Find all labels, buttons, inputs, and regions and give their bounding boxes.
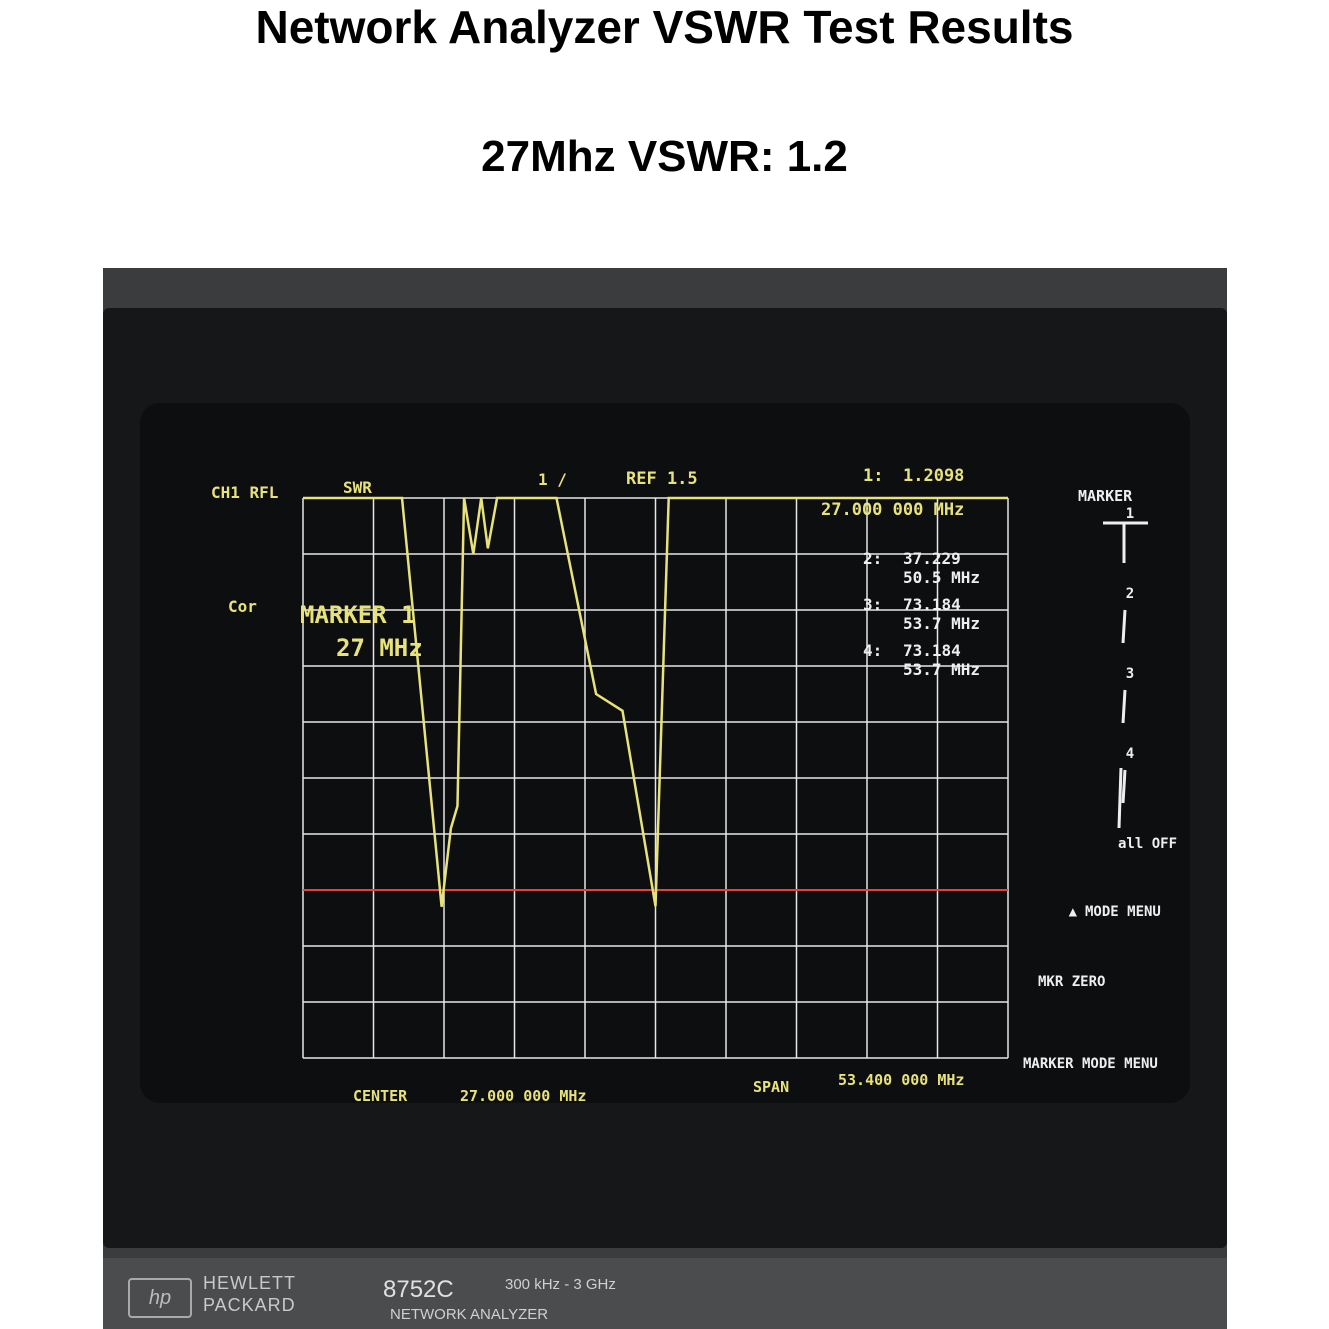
kind-label: NETWORK ANALYZER	[390, 1306, 549, 1323]
cor-label: Cor	[228, 597, 257, 616]
marker-value: 73.184	[903, 595, 961, 614]
softkey-marker-2[interactable]: 2	[1126, 586, 1134, 602]
marker-id: 4:	[863, 641, 882, 660]
softkey-mkr-zero[interactable]: MKR ZERO	[1038, 974, 1105, 990]
softkey-mode-menu[interactable]: MODE MENU	[1085, 904, 1161, 920]
center-value: 27.000 000 MHz	[460, 1087, 586, 1105]
format-label: SWR	[343, 478, 372, 497]
active-marker-freq: 27.000 000 MHz	[821, 500, 964, 520]
marker-freq: 53.7 MHz	[903, 660, 980, 679]
swr-trace	[303, 496, 1008, 907]
brand-label: HEWLETT PACKARD	[203, 1273, 296, 1315]
front-panel	[103, 1258, 1227, 1329]
softkey-marker-list: 1 2 3 4 all OFF	[1117, 506, 1177, 852]
page-title: Network Analyzer VSWR Test Results	[255, 1, 1074, 53]
softkey-divider	[1121, 769, 1127, 804]
softkey-divider	[1117, 767, 1123, 829]
center-label: CENTER	[353, 1087, 408, 1105]
softkey-marker-5[interactable]: all OFF	[1118, 836, 1177, 852]
marker-freq: 27 MHz	[336, 634, 423, 662]
active-marker-value: 1.2098	[903, 466, 964, 486]
page-subtitle: 27Mhz VSWR: 1.2	[481, 132, 848, 181]
softkey-marker-4[interactable]: 4	[1126, 746, 1134, 762]
span-label: SPAN	[753, 1078, 789, 1096]
marker-freq: 50.5 MHz	[903, 568, 980, 587]
marker-id: 2:	[863, 549, 882, 568]
marker-value: 73.184	[903, 641, 961, 660]
analyzer-photo: CH1 RFL SWR 1 / REF 1.5 Cor MARKER 1 27 …	[103, 268, 1227, 1329]
channel-label: CH1 RFL	[211, 483, 278, 502]
softkey-title: MARKER	[1078, 487, 1133, 505]
marker-freq: 53.7 MHz	[903, 614, 980, 633]
softkey-marker-mode-menu[interactable]: MARKER MODE MENU	[1023, 1056, 1158, 1072]
softkey-marker-1[interactable]: 1	[1126, 506, 1134, 522]
span-value: 53.400 000 MHz	[838, 1071, 964, 1089]
softkey-divider	[1121, 609, 1127, 644]
scale-label: 1 /	[538, 470, 567, 489]
marker-id: 3:	[863, 595, 882, 614]
analyzer-screen	[140, 403, 1190, 1103]
softkey-divider	[1121, 689, 1127, 724]
active-marker-id: 1:	[863, 466, 883, 486]
vswr-plot: CH1 RFL SWR 1 / REF 1.5 Cor MARKER 1 27 …	[211, 466, 1177, 1105]
model-label: 8752C	[383, 1276, 454, 1303]
softkey-marker-3[interactable]: 3	[1126, 666, 1134, 682]
range-label: 300 kHz - 3 GHz	[505, 1276, 616, 1293]
hp-logo: hp	[128, 1278, 192, 1318]
mode-menu-arrow-icon: ▲	[1069, 904, 1078, 920]
marker-label: MARKER 1	[300, 601, 416, 629]
marker-value: 37.229	[903, 549, 961, 568]
ref-label: REF 1.5	[626, 469, 698, 489]
